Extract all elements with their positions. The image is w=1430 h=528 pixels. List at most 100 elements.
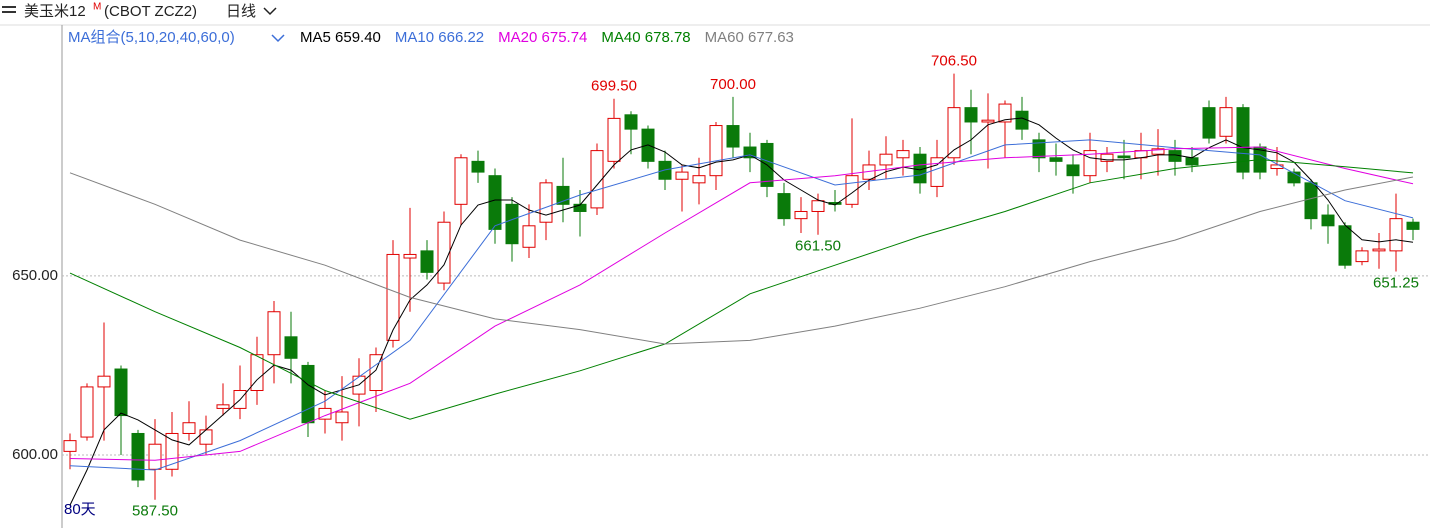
candle-body [811, 200, 825, 212]
candle-body [301, 364, 315, 424]
legend-name: MA20 [498, 29, 537, 46]
candle-body [743, 146, 757, 159]
candle-body [454, 157, 468, 205]
legend-name: MA5 [300, 29, 331, 46]
candle-body [981, 119, 995, 123]
candle-body [63, 440, 77, 452]
y-tick-label: 650.00 [12, 267, 58, 284]
candle-body [539, 182, 553, 223]
extreme-label: 700.00 [710, 76, 756, 93]
candle-body [403, 253, 417, 259]
candle-body [1032, 139, 1046, 159]
extreme-label: 587.50 [132, 503, 178, 520]
candle-body [692, 175, 706, 184]
legend-value: 666.22 [438, 29, 484, 46]
candle-body [777, 193, 791, 220]
symbol: (CBOT ZCZ2) [104, 3, 197, 20]
candle-body [1151, 148, 1165, 155]
legend-value: 659.40 [335, 29, 381, 46]
icon-bar [2, 6, 16, 8]
ma-line [69, 117, 1414, 506]
candle-body [896, 150, 910, 159]
legend-name: MA60 [705, 29, 744, 46]
extreme-label: 706.50 [931, 53, 977, 70]
candle-body [947, 107, 961, 159]
title: 美玉米12 [24, 3, 86, 20]
candle-body [182, 422, 196, 434]
candle-body [1066, 164, 1080, 177]
candle-body [1338, 225, 1352, 266]
candle-body [1304, 182, 1318, 220]
candle-body [165, 432, 179, 470]
candle-body [1236, 107, 1250, 173]
candle-body [1406, 221, 1420, 230]
legend-value: 677.63 [748, 29, 794, 46]
legend-entry: MA60 677.63 [705, 29, 794, 46]
ma-line [69, 159, 1414, 420]
period-selector[interactable]: 日线 [226, 3, 256, 20]
candle-body [1100, 153, 1114, 162]
candle-body [471, 160, 485, 173]
candle-body [675, 171, 689, 180]
period-label: 80天 [64, 501, 96, 518]
candle-body [1185, 157, 1199, 166]
legend-entry: MA40 678.78 [601, 29, 690, 46]
candle-body [879, 153, 893, 166]
candle-body [1049, 157, 1063, 162]
menu-icon[interactable] [2, 6, 16, 13]
legend-name: MA10 [395, 29, 434, 46]
candle-body [267, 311, 281, 356]
legend-entry: MA5 659.40 [300, 29, 381, 46]
candle-body [420, 250, 434, 273]
candle-body [1287, 171, 1301, 184]
legend-value: 678.78 [645, 29, 691, 46]
ma-line [69, 172, 1414, 345]
candle-body [1372, 248, 1386, 252]
ma-line [69, 146, 1414, 461]
legend-value: 675.74 [542, 29, 588, 46]
candle-body [794, 210, 808, 220]
candle-body [709, 125, 723, 177]
candle-body [964, 107, 978, 123]
candle-body [1321, 214, 1335, 227]
candle-body [131, 432, 145, 481]
ma-line [69, 139, 1414, 471]
candle-body [488, 175, 502, 230]
candle-body [335, 411, 349, 424]
candle-body [437, 221, 451, 284]
candle-body [80, 386, 94, 438]
candle-body [216, 404, 230, 409]
candle-body [386, 253, 400, 341]
candle-body [624, 114, 638, 130]
candle-body [284, 336, 298, 359]
extreme-label: 661.50 [795, 238, 841, 255]
candle-body [930, 157, 944, 187]
ma-dropdown[interactable] [271, 34, 285, 43]
title-sup: M [93, 2, 101, 13]
candle-body [505, 203, 519, 245]
candle-body [726, 125, 740, 148]
candle-body [522, 225, 536, 248]
legend-name: MA40 [601, 29, 640, 46]
legend-entry: MA10 666.22 [395, 29, 484, 46]
candle-body [148, 443, 162, 470]
candle-body [97, 375, 111, 388]
y-tick-label: 600.00 [12, 446, 58, 463]
dropdown-arrow[interactable] [263, 7, 277, 16]
extreme-label: 651.25 [1373, 274, 1419, 291]
candle-body [199, 429, 213, 445]
candle-body [998, 103, 1012, 123]
candle-body [1117, 155, 1131, 159]
candle-body [1219, 107, 1233, 137]
candle-body [1389, 218, 1403, 252]
ma-group[interactable]: MA组合(5,10,20,40,60,0) [68, 29, 235, 46]
icon-bar [2, 11, 16, 13]
candle-body [250, 354, 264, 392]
candle-body [607, 117, 621, 162]
candle-body [590, 150, 604, 209]
legend-entry: MA20 675.74 [498, 29, 587, 46]
candle-body [114, 368, 128, 417]
candle-body [1355, 250, 1369, 263]
